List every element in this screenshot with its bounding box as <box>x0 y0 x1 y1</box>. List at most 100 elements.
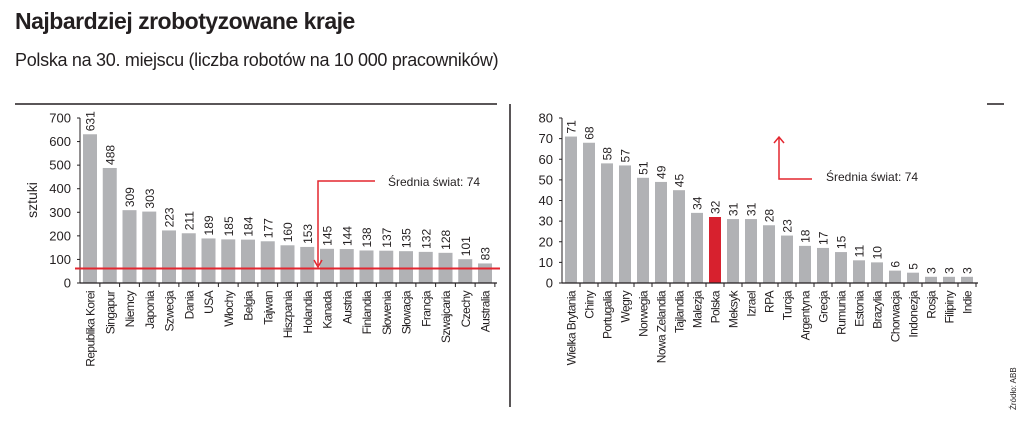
data-label: 58 <box>601 147 615 161</box>
y-tick-label: 700 <box>49 111 71 126</box>
data-label: 34 <box>691 196 705 210</box>
y-tick-label: 200 <box>49 228 71 243</box>
bar-tajlandia <box>673 190 685 283</box>
bar-słowenia <box>379 250 394 283</box>
category-label: Chiny <box>583 290 597 318</box>
bar-włochy <box>221 239 236 283</box>
category-label: Estonia <box>853 290 867 327</box>
bar-dania <box>181 233 196 283</box>
bar-słowacja <box>399 251 413 283</box>
data-label: 32 <box>709 200 723 214</box>
category-label: Japonia <box>143 290 157 329</box>
category-label: Filipiny <box>943 290 957 323</box>
bar-węgry <box>619 165 631 283</box>
bar-czechy <box>458 259 473 283</box>
bar-rosja <box>925 276 937 283</box>
bar-singapur <box>102 167 117 283</box>
y-axis-label: sztuki <box>24 182 40 218</box>
data-label: 185 <box>222 216 236 236</box>
y-tick-label: 20 <box>539 234 553 249</box>
category-label: Słowacja <box>400 290 414 334</box>
category-label: Singapur <box>103 290 117 334</box>
category-label: Argentyna <box>799 290 813 340</box>
bar-polska <box>709 217 721 283</box>
data-label: 68 <box>583 126 597 140</box>
bar-kanada <box>320 248 334 283</box>
category-label: Australia <box>479 290 493 332</box>
category-label: Indie <box>961 290 975 314</box>
data-label: 160 <box>281 222 295 242</box>
category-label: Malezja <box>691 290 705 328</box>
bar-filipiny <box>943 276 955 283</box>
bar-izrael <box>745 219 757 283</box>
average-arrow <box>317 180 375 265</box>
data-label: 132 <box>419 229 433 249</box>
data-label: 631 <box>84 111 98 131</box>
data-label: 177 <box>261 218 275 238</box>
y-tick-label: 400 <box>49 181 71 196</box>
data-label: 189 <box>202 215 216 235</box>
data-label: 128 <box>439 229 453 249</box>
data-label: 3 <box>943 267 957 274</box>
y-tick-label: 80 <box>539 111 553 126</box>
bar-portugalia <box>601 163 613 283</box>
data-label: 145 <box>321 225 335 245</box>
source-note: Źródło: ABB <box>1009 367 1018 410</box>
category-label: Polska <box>709 290 723 323</box>
category-label: Norwegia <box>637 290 651 337</box>
y-tick-label: 0 <box>546 276 553 291</box>
average-arrow-head <box>313 259 323 269</box>
category-label: Kanada <box>321 290 335 329</box>
bar-brazylia <box>871 262 883 283</box>
category-label: Republika Korei <box>84 291 98 367</box>
bar-holandia <box>300 246 315 283</box>
data-label: 153 <box>301 224 315 244</box>
category-label: Szwajcaria <box>439 290 453 343</box>
y-tick-label: 10 <box>539 255 553 270</box>
bar-meksyk <box>727 219 739 283</box>
category-label: Izrael <box>745 291 759 317</box>
bar-niemcy <box>122 210 137 283</box>
bar-szwecja <box>162 230 176 283</box>
category-label: Rosja <box>925 290 939 319</box>
data-label: 144 <box>340 226 354 246</box>
y-tick-label: 70 <box>539 131 553 146</box>
data-label: 23 <box>781 219 795 233</box>
data-label: 138 <box>360 227 374 247</box>
data-label: 6 <box>889 261 903 268</box>
bar-tajwan <box>260 241 275 283</box>
category-label: Holandia <box>301 290 315 333</box>
data-label: 31 <box>727 202 741 216</box>
page-subtitle: Polska na 30. miejscu (liczba robotów na… <box>15 50 499 70</box>
bar-argentyna <box>799 245 811 283</box>
category-label: Grecja <box>817 290 831 323</box>
category-label: Węgry <box>619 290 633 322</box>
bar-nowa-zelandia <box>655 181 667 283</box>
bar-hiszpania <box>280 245 295 283</box>
bar-chiny <box>583 142 595 283</box>
data-label: 135 <box>400 228 414 248</box>
category-label: Hiszpania <box>281 290 295 338</box>
y-tick-label: 0 <box>64 276 71 291</box>
bar-norwegia <box>637 177 649 283</box>
category-label: Chorwacja <box>889 290 903 342</box>
data-label: 51 <box>637 161 651 175</box>
bar-rumunia <box>835 252 847 283</box>
category-label: RPA <box>763 290 777 313</box>
category-label: Rumunia <box>835 290 849 335</box>
data-label: 49 <box>655 165 669 179</box>
data-label: 5 <box>907 263 921 270</box>
data-label: 488 <box>103 145 117 165</box>
y-tick-label: 600 <box>49 134 71 149</box>
category-label: Czechy <box>459 290 473 327</box>
bar-estonia <box>853 260 865 283</box>
bar-republika-korei <box>83 134 97 283</box>
data-label: 223 <box>163 207 177 227</box>
category-label: Turcja <box>781 290 795 320</box>
data-label: 137 <box>380 227 394 247</box>
y-tick-label: 500 <box>49 158 71 173</box>
category-label: Wielka Brytania <box>565 290 579 365</box>
category-label: Belgia <box>242 290 256 321</box>
bar-rpa <box>763 225 775 283</box>
